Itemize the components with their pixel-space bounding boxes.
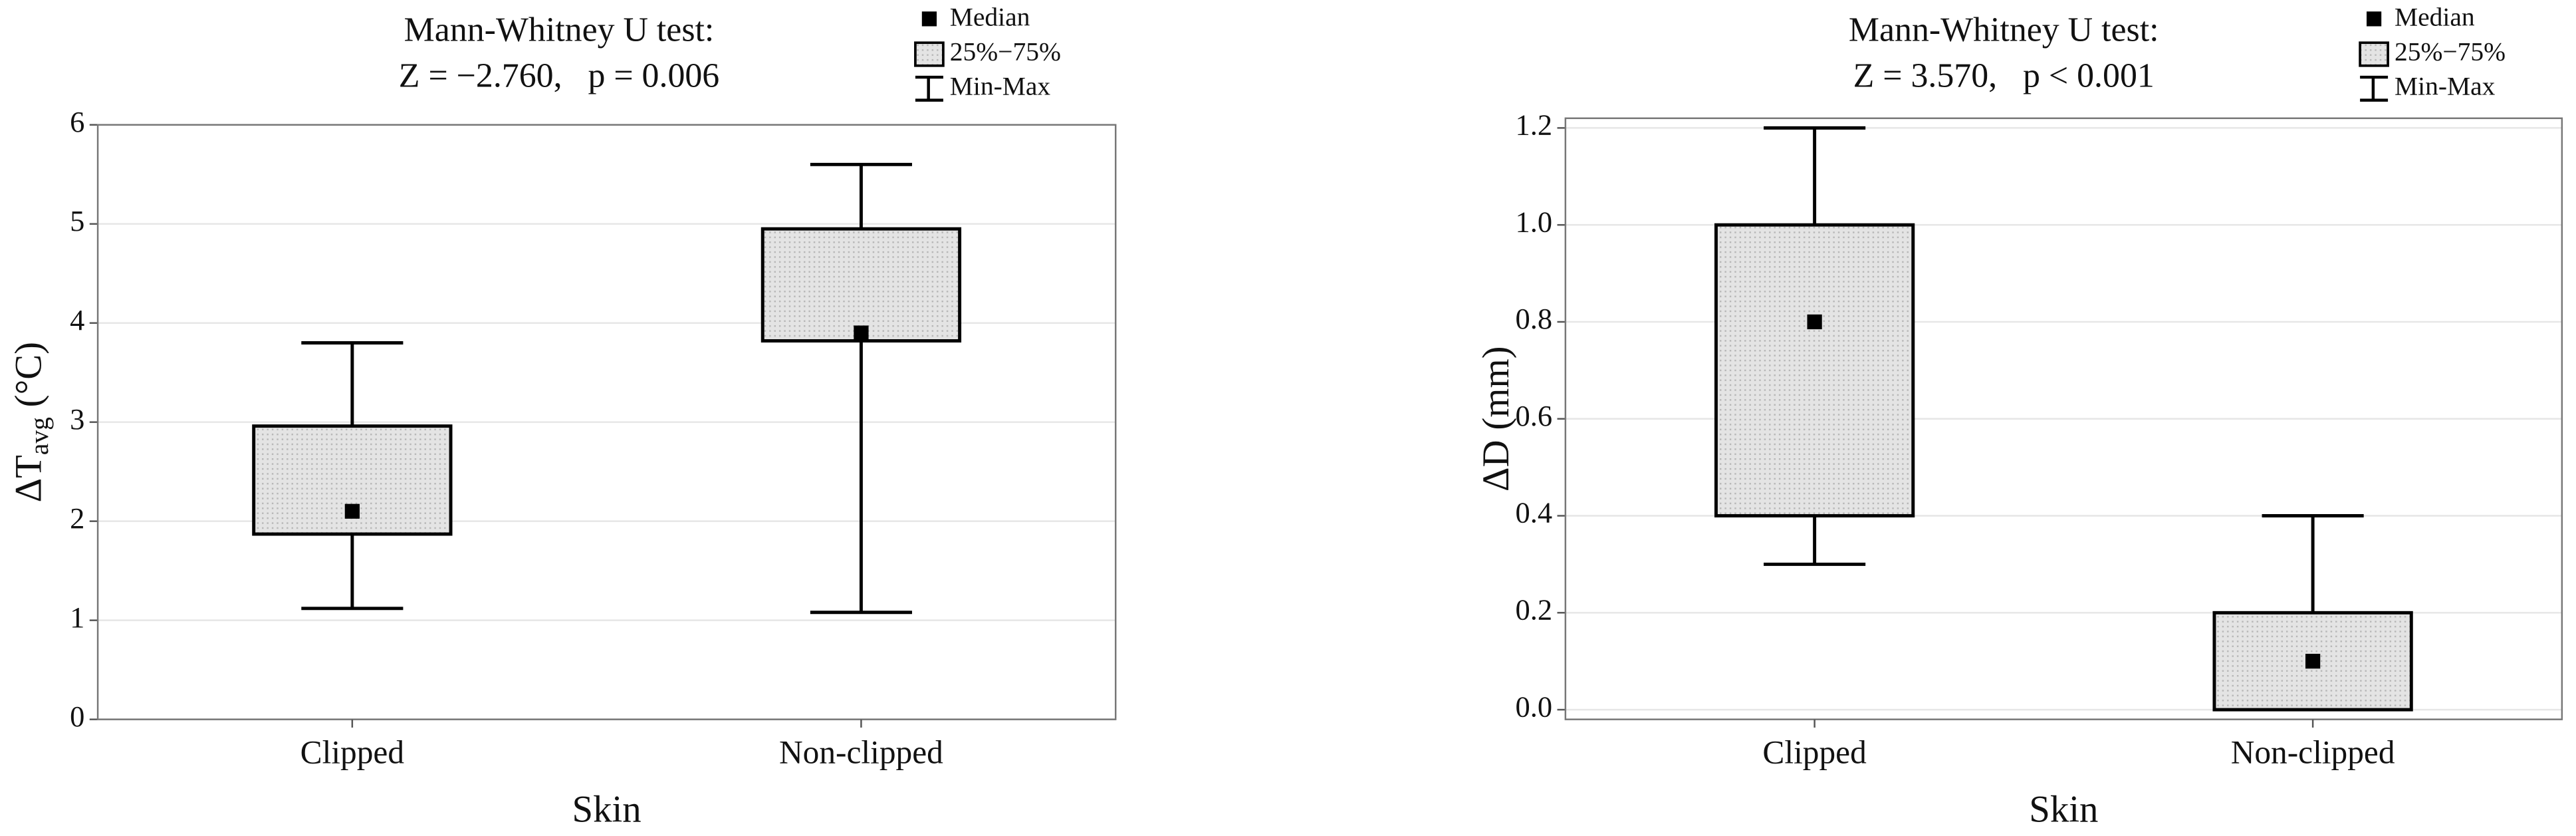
y-tick-label: 0.8 bbox=[1516, 302, 1553, 335]
x-axis-label: Skin bbox=[2029, 788, 2098, 830]
y-tick-label: 0 bbox=[70, 700, 84, 733]
y-axis-label-unit: (°C) bbox=[7, 342, 49, 407]
chart-subtitle: Z = 3.570, p < 0.001 bbox=[1853, 57, 2155, 94]
chart-subtitle: Z = −2.760, p = 0.006 bbox=[399, 57, 719, 94]
legend-median: Median bbox=[950, 3, 1030, 32]
y-tick-label: 5 bbox=[70, 204, 84, 237]
legend-whisker-icon bbox=[2360, 75, 2389, 102]
legend-median: Median bbox=[2395, 3, 2475, 32]
box bbox=[252, 424, 453, 536]
median-marker bbox=[854, 325, 869, 341]
legend-box-icon bbox=[914, 41, 945, 67]
y-tick-label: 3 bbox=[70, 402, 84, 436]
x-tick-label: Clipped bbox=[300, 734, 405, 770]
legend-box: 25%−75% bbox=[2395, 37, 2506, 67]
legend-whisker: Min-Max bbox=[2395, 71, 2496, 100]
y-tick-label: 2 bbox=[70, 501, 84, 535]
y-tick-label: 0.6 bbox=[1516, 399, 1553, 432]
legend-whisker-icon bbox=[915, 75, 943, 102]
legend-box-icon bbox=[2359, 41, 2389, 67]
box bbox=[1714, 223, 1915, 517]
y-tick-label: 1 bbox=[70, 601, 84, 634]
y-tick-label: 0.4 bbox=[1516, 496, 1553, 529]
y-axis-label: ΔD (mm) bbox=[1475, 346, 1517, 491]
y-axis-label-main: ΔD bbox=[1475, 440, 1517, 491]
y-tick-label: 0.0 bbox=[1516, 690, 1553, 723]
chart-title: Mann-Whitney U test: bbox=[1849, 11, 2159, 49]
box bbox=[761, 227, 962, 343]
x-axis-label: Skin bbox=[572, 788, 642, 830]
median-marker bbox=[1807, 314, 1822, 330]
y-axis-label-main: ΔT bbox=[7, 455, 49, 502]
chart-title: Mann-Whitney U test: bbox=[404, 11, 715, 49]
y-tick-label: 6 bbox=[70, 105, 84, 138]
legend-median-icon bbox=[921, 11, 937, 27]
y-tick-label: 1.0 bbox=[1516, 205, 1553, 238]
legend-median-icon bbox=[2366, 11, 2382, 27]
plot-frame bbox=[1564, 117, 2563, 720]
legend-box: 25%−75% bbox=[950, 37, 1061, 67]
y-tick-label: 4 bbox=[70, 303, 84, 337]
x-tick-label: Clipped bbox=[1762, 734, 1867, 770]
y-tick-label: 1.2 bbox=[1516, 108, 1553, 142]
legend-whisker: Min-Max bbox=[950, 71, 1051, 100]
y-axis-label-subscript: avg bbox=[25, 417, 54, 455]
median-marker bbox=[2305, 654, 2321, 669]
y-axis-label-unit: (mm) bbox=[1475, 346, 1517, 430]
x-tick-label: Non-clipped bbox=[2231, 734, 2395, 770]
y-tick-label: 0.2 bbox=[1516, 593, 1553, 627]
median-marker bbox=[344, 503, 360, 519]
y-axis-label: ΔTavg (°C) bbox=[7, 342, 54, 502]
x-tick-label: Non-clipped bbox=[779, 734, 943, 770]
plot-frame bbox=[96, 124, 1117, 720]
